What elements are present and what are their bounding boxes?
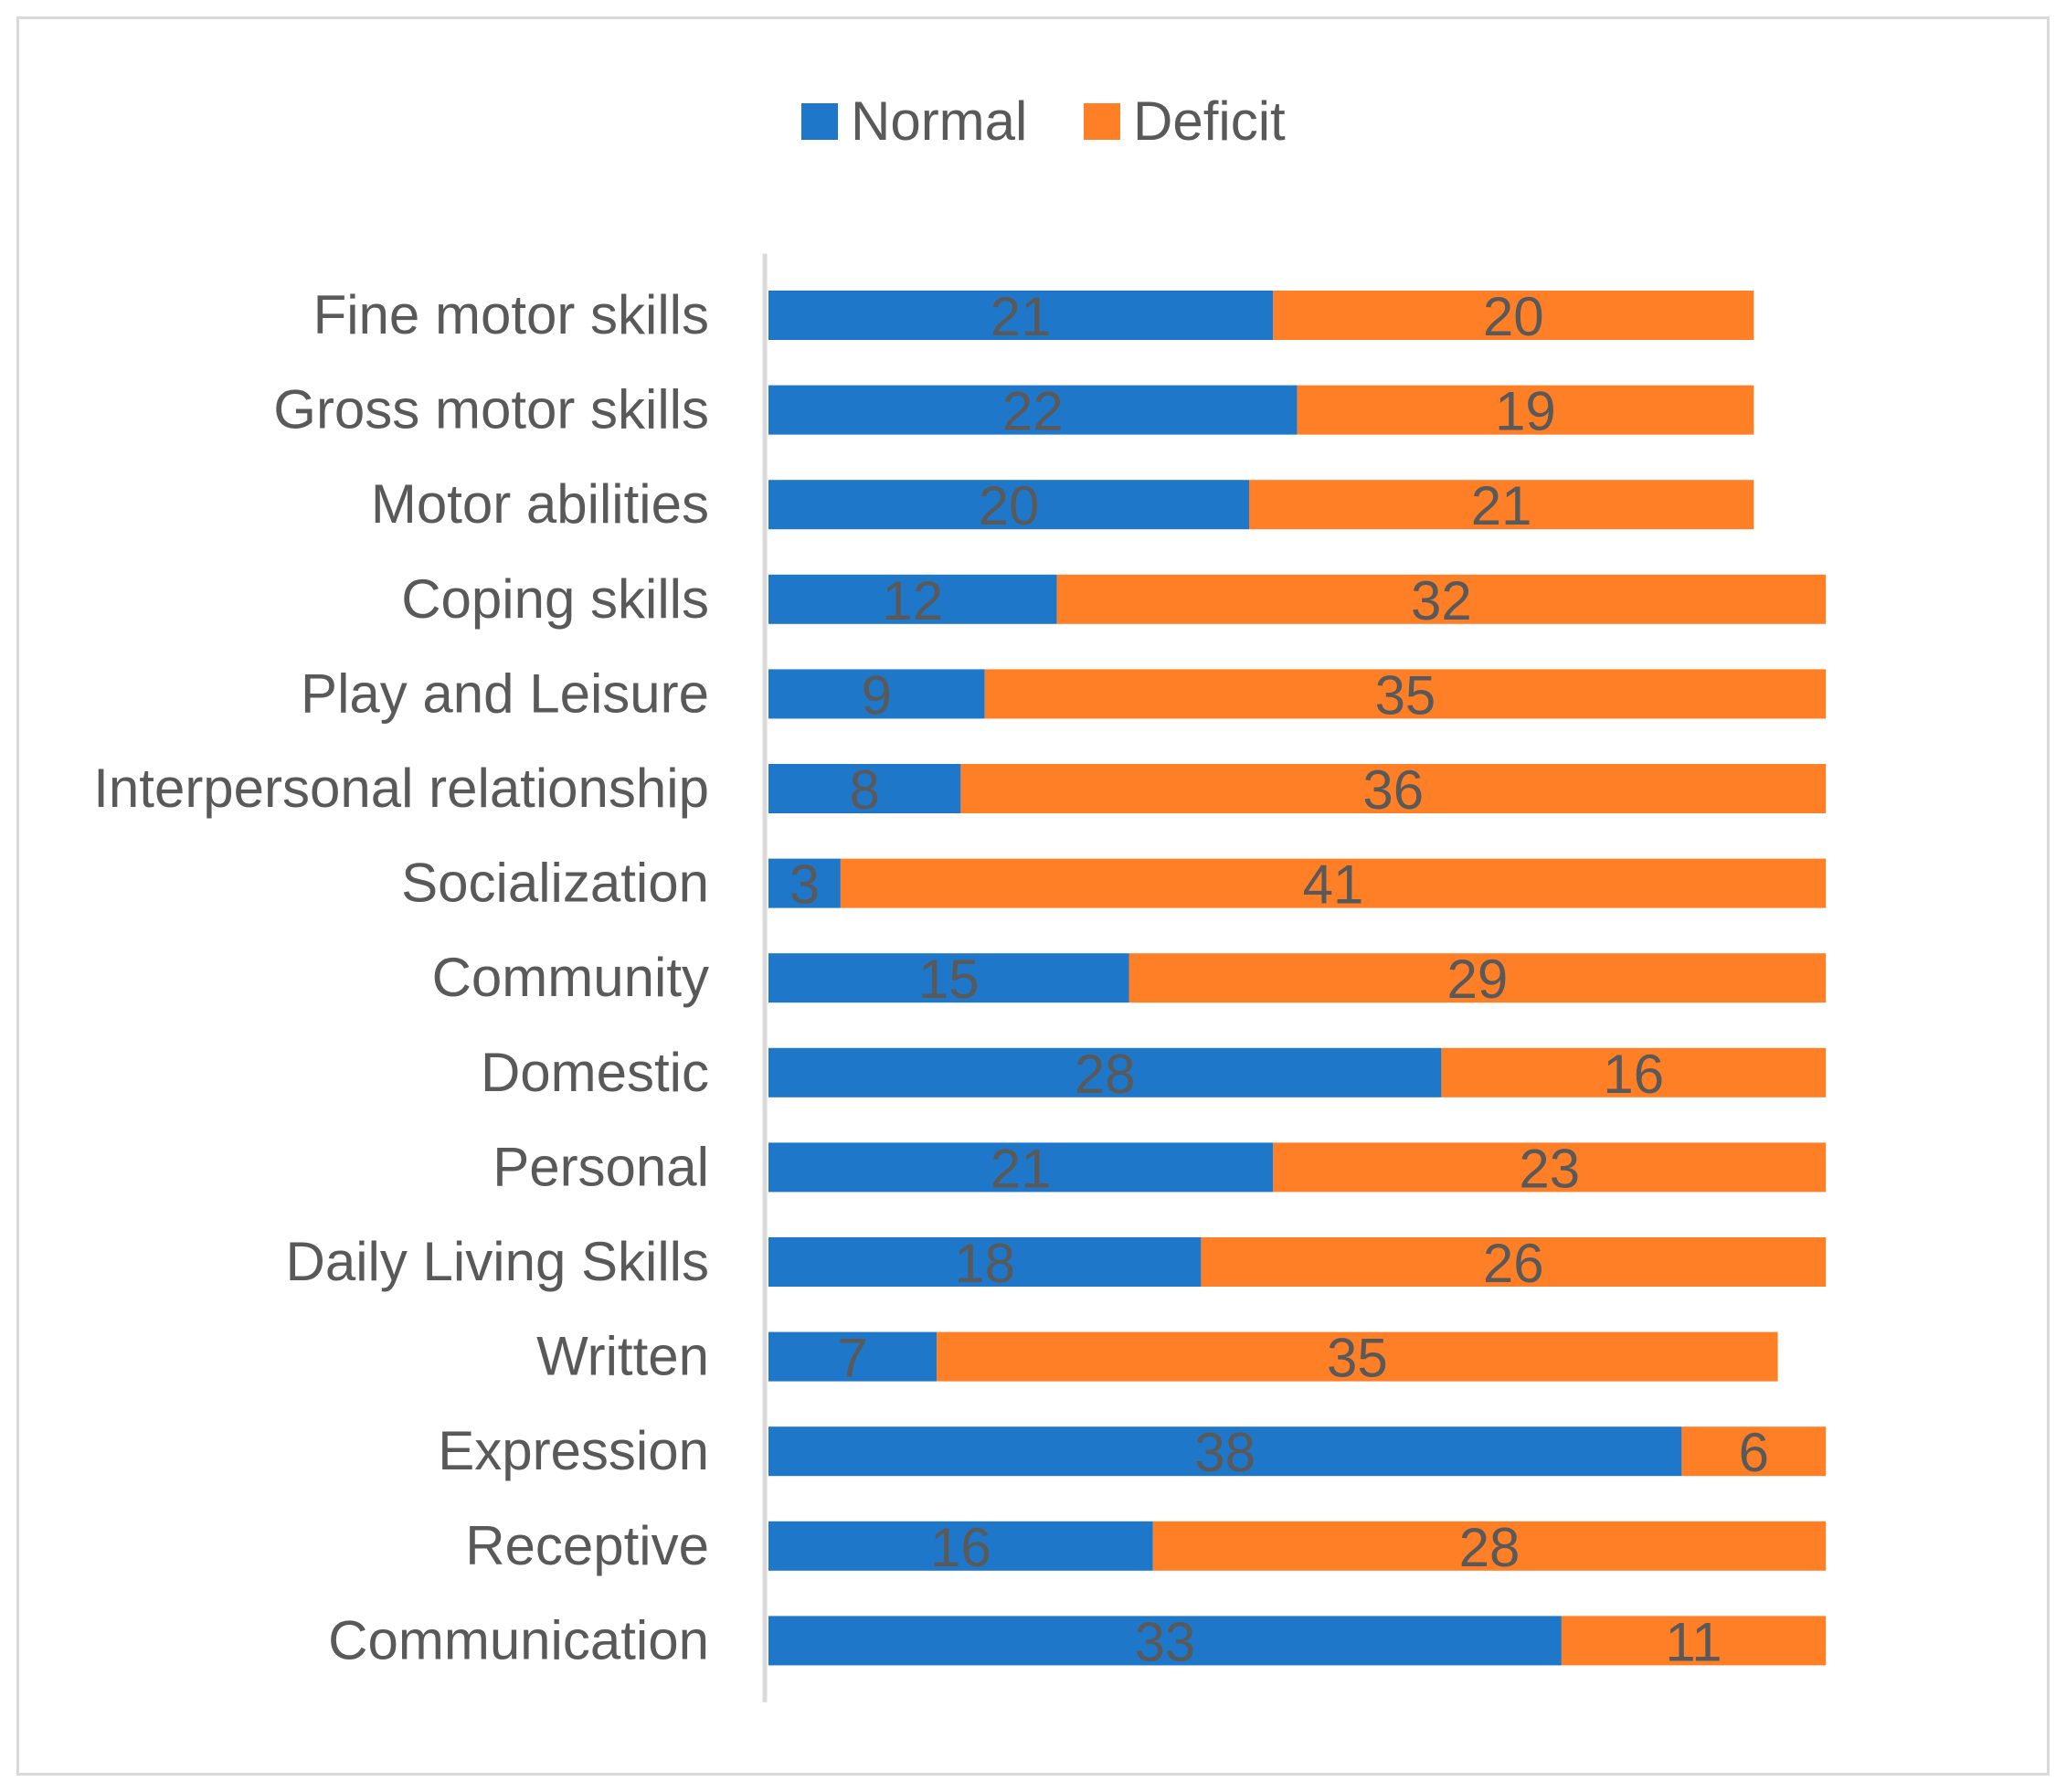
data-label-deficit: 20 [1483,286,1544,347]
bar-deficit [1128,953,1827,1003]
data-label-normal: 28 [1075,1044,1136,1105]
bar-normal [768,291,1274,340]
data-label-deficit: 36 [1362,759,1424,821]
data-label-normal: 9 [862,664,892,726]
category-label: Domestic [481,1042,709,1103]
legend-swatch-deficit [1084,103,1120,140]
data-label-normal: 38 [1194,1422,1255,1483]
bar-deficit [1681,1426,1827,1477]
bar-normal [768,480,1249,530]
bar-deficit [1056,574,1827,624]
bar-normal [768,1331,938,1382]
bar-normal [768,669,985,719]
bar-deficit [937,1331,1778,1382]
bar-normal [768,1616,1562,1666]
category-label: Gross motor skills [273,379,709,440]
stacked-bar-chart: Normal Deficit 21 20 22 19 20 21 12 32 9 35 8 36 3 41 1… [93,90,1827,1702]
bar-deficit [1441,1047,1827,1097]
category-label: Personal [493,1136,709,1197]
data-label-normal: 15 [918,949,980,1010]
category-labels: Fine motor skills Gross motor skills Motor… [93,284,709,1670]
data-label-normal: 18 [954,1233,1015,1294]
data-label-deficit: 26 [1483,1233,1544,1294]
data-label-deficit: 23 [1519,1138,1580,1199]
bar-normal [768,858,841,908]
bar-normal [768,385,1298,435]
category-label: Receptive [465,1515,709,1576]
data-label-deficit: 6 [1739,1422,1769,1483]
bar-deficit [1273,291,1754,340]
category-label: Written [536,1326,709,1387]
bar-deficit [1297,385,1754,435]
data-label-deficit: 11 [1665,1611,1722,1672]
category-label: Interpersonal relationship [93,758,709,819]
data-label-deficit: 19 [1495,381,1556,442]
category-label: Community [432,947,709,1008]
data-label-normal: 16 [930,1517,991,1578]
legend-swatch-normal [801,103,838,140]
bar-deficit [1201,1237,1827,1287]
bar-deficit [984,669,1827,719]
data-label-deficit: 35 [1375,664,1436,726]
category-label: Communication [328,1609,709,1670]
data-label-normal: 33 [1135,1611,1196,1672]
bar-deficit [1152,1521,1827,1571]
category-label: Motor abilities [371,473,709,535]
bar-deficit [840,858,1827,908]
bar-normal [768,1521,1153,1571]
legend-label-deficit: Deficit [1133,90,1286,152]
data-label-normal: 21 [991,286,1052,347]
legend-label-normal: Normal [851,90,1027,152]
bar-deficit [1273,1142,1827,1193]
data-label-normal: 3 [789,854,820,916]
data-label-normal: 12 [882,570,943,631]
category-label: Expression [438,1420,709,1481]
data-label-normal: 8 [850,759,880,821]
category-label: Coping skills [401,568,709,630]
bar-normal [768,953,1129,1003]
bar-normal [768,1047,1442,1097]
data-label-normal: 7 [837,1328,867,1389]
data-label-normal: 22 [1002,381,1064,442]
bar-normal [768,1426,1682,1477]
bar-normal [768,1142,1274,1193]
data-label-normal: 21 [991,1138,1052,1199]
data-label-deficit: 29 [1446,949,1508,1010]
bar-deficit [1561,1616,1827,1666]
chart-frame: Normal Deficit 21 20 22 19 20 21 12 32 9 35 8 36 3 41 1… [16,16,2050,1776]
bars: 21 20 22 19 20 21 12 32 9 35 8 36 3 41 15 29 28 16 21 23 18 2… [768,286,1827,1672]
bar-normal [768,574,1057,624]
data-label-deficit: 32 [1411,570,1472,631]
data-label-normal: 20 [979,475,1040,536]
bar-deficit [1249,480,1754,530]
data-label-deficit: 21 [1471,475,1532,536]
data-label-deficit: 16 [1603,1044,1664,1105]
category-label: Daily Living Skills [286,1231,709,1292]
data-label-deficit: 35 [1327,1328,1388,1389]
legend: Normal Deficit [801,90,1286,152]
category-label: Fine motor skills [313,284,709,345]
bar-normal [768,764,961,813]
category-label: Socialization [401,853,709,914]
category-label: Play and Leisure [301,663,709,724]
bar-normal [768,1237,1202,1287]
data-label-deficit: 41 [1303,854,1364,916]
data-label-deficit: 28 [1459,1517,1520,1578]
bar-deficit [960,764,1827,813]
